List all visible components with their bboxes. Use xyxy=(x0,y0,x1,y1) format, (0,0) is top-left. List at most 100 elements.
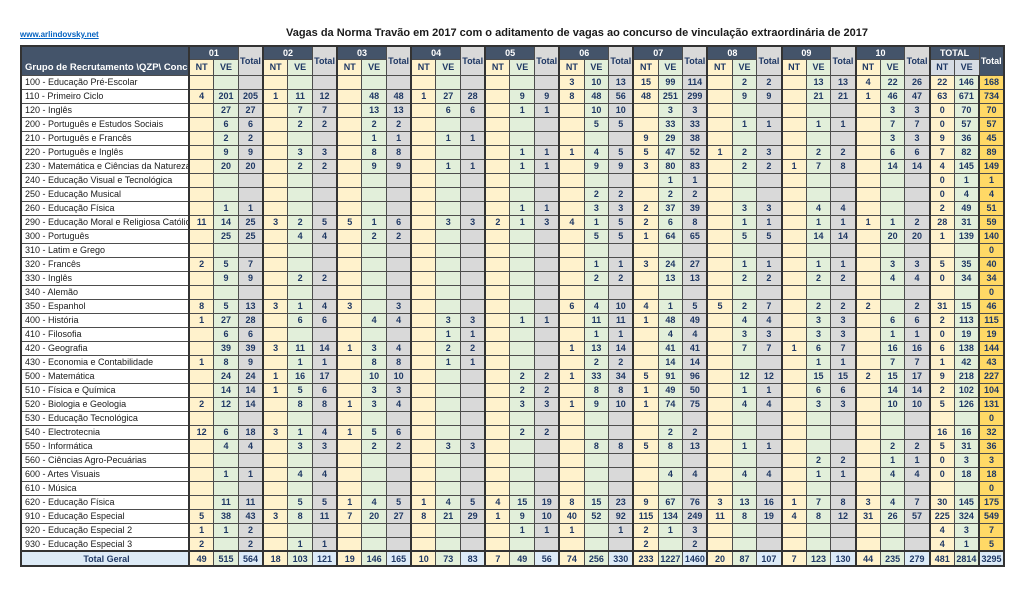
cell: 6 xyxy=(386,214,412,230)
cell xyxy=(731,186,758,202)
cell: 2 xyxy=(731,158,758,174)
cell xyxy=(311,242,338,258)
table-row: 430 - Economia e Contabilidade 1 8 9 1 1 8 8 1 1 2… xyxy=(20,354,1005,370)
cell: 2 xyxy=(287,214,313,230)
cell xyxy=(879,298,906,314)
cell xyxy=(706,256,733,272)
subheader-nt-01: NT xyxy=(188,58,215,76)
cell: 5 xyxy=(608,116,634,132)
cell: 13 xyxy=(361,102,387,118)
cell: 3 xyxy=(361,382,387,398)
cell: 10 xyxy=(386,368,412,384)
cell xyxy=(410,130,437,146)
table-row: 610 - Música 0 xyxy=(20,480,1005,496)
cell xyxy=(706,270,733,286)
cell xyxy=(188,466,215,482)
cell: 49 xyxy=(188,550,215,567)
cell: 24 xyxy=(657,256,684,272)
cell xyxy=(410,522,437,538)
cell: 7 xyxy=(311,102,338,118)
cell xyxy=(509,256,536,272)
table-row: 290 - Educação Moral e Religiosa Católic… xyxy=(20,214,1005,230)
cell: 330 xyxy=(608,550,634,567)
cell xyxy=(657,242,684,258)
cell: 3 xyxy=(756,326,782,342)
cell: 1 xyxy=(731,116,758,132)
table-row: 510 - Física e Química 14 14 1 5 6 3 3 2 2 8 8 1 49 50… xyxy=(20,382,1005,398)
cell xyxy=(608,410,634,426)
cell xyxy=(410,438,437,454)
cell: 2 xyxy=(608,354,634,370)
row-label: 400 - História xyxy=(20,312,190,328)
cell xyxy=(534,536,560,552)
cell xyxy=(311,410,338,426)
cell xyxy=(632,116,659,132)
cell xyxy=(484,396,511,412)
cell xyxy=(484,480,511,496)
cell xyxy=(410,172,437,188)
cell xyxy=(632,242,659,258)
table-row: 220 - Português e Inglês 9 9 3 3 8 8 1 1 1 4 5 5 47 52… xyxy=(20,144,1005,160)
cell: 1 xyxy=(336,340,363,356)
cell xyxy=(311,452,338,468)
total-row: Total Geral 49 515 564 18 103 121 19 146 165 10 73 8… xyxy=(20,550,1005,567)
cell: 3 xyxy=(805,396,832,412)
cell: 48 xyxy=(657,312,684,328)
cell xyxy=(509,116,536,132)
cell xyxy=(534,284,560,300)
cell xyxy=(287,130,313,146)
cell: 1 xyxy=(435,354,462,370)
cell xyxy=(780,228,807,244)
cell: 225 xyxy=(928,508,955,524)
cell: 205 xyxy=(237,88,264,104)
cell xyxy=(534,480,560,496)
cell xyxy=(509,480,536,496)
cell: 140 xyxy=(978,228,1005,244)
cell: 3 xyxy=(435,438,462,454)
cell xyxy=(262,116,289,132)
group-total-header-06: Total xyxy=(608,45,634,76)
cell xyxy=(262,130,289,146)
cell: 20 xyxy=(361,508,387,524)
cell xyxy=(410,312,437,328)
cell: 2 xyxy=(188,536,215,552)
cell: 2 xyxy=(386,228,412,244)
cell xyxy=(262,410,289,426)
cell: 9 xyxy=(509,508,536,524)
cell xyxy=(731,354,758,370)
cell: 1 xyxy=(435,130,462,146)
cell: 4 xyxy=(953,186,980,202)
cell: 1 xyxy=(682,172,708,188)
cell: 144 xyxy=(978,340,1005,356)
site-link[interactable]: www.arlindovsky.net xyxy=(20,30,99,39)
cell: 1 xyxy=(780,494,807,510)
cell: 38 xyxy=(682,130,708,146)
cell xyxy=(608,536,634,552)
cell: 3 xyxy=(657,102,684,118)
subheader-nt-07: NT xyxy=(632,58,659,76)
cell: 6 xyxy=(213,326,239,342)
cell: 32 xyxy=(978,424,1005,440)
cell: 28 xyxy=(460,88,486,104)
cell: 3 xyxy=(830,396,857,412)
group-total-header-09: Total xyxy=(830,45,857,76)
cell xyxy=(706,74,733,90)
cell: 2 xyxy=(287,270,313,286)
cell: 2 xyxy=(237,522,264,538)
cell xyxy=(706,536,733,552)
cell: 6 xyxy=(311,382,338,398)
cell: 1 xyxy=(854,88,881,104)
cell: 3 xyxy=(311,438,338,454)
cell xyxy=(188,144,215,160)
cell xyxy=(287,284,313,300)
cell: 1 xyxy=(805,214,832,230)
cell xyxy=(188,382,215,398)
cell xyxy=(756,410,782,426)
cell xyxy=(460,480,486,496)
cell: 1 xyxy=(632,228,659,244)
cell: 10 xyxy=(534,508,560,524)
cell xyxy=(410,340,437,356)
cell xyxy=(756,102,782,118)
cell xyxy=(237,74,264,90)
